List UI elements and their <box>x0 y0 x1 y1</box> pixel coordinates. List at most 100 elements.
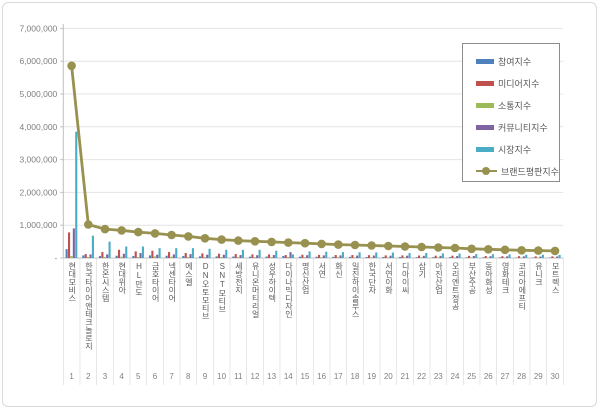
bar-4-rank-18 <box>356 255 359 258</box>
bar-4-rank-27 <box>506 256 509 258</box>
line-marker-rank-10 <box>217 235 226 244</box>
bar-4-rank-1 <box>72 228 75 258</box>
legend-line-marker-icon <box>482 167 490 175</box>
bar-1-rank-2 <box>82 255 85 258</box>
bar-4-rank-28 <box>522 256 525 258</box>
bar-4-rank-4 <box>122 253 125 258</box>
bar-5-rank-27 <box>508 254 511 258</box>
bar-3-rank-18 <box>353 257 356 258</box>
bar-3-rank-20 <box>387 257 390 258</box>
bar-4-rank-20 <box>389 255 392 258</box>
legend-bar-swatch-icon <box>476 124 494 130</box>
bar-1-rank-17 <box>332 256 335 258</box>
line-marker-rank-29 <box>534 246 543 255</box>
legend-item: 브랜드평판지수 <box>476 160 559 182</box>
bar-3-rank-25 <box>470 257 473 259</box>
bar-3-rank-16 <box>320 257 323 258</box>
bar-3-rank-21 <box>403 257 406 258</box>
bar-4-rank-21 <box>406 255 409 258</box>
bar-2-rank-18 <box>351 255 354 258</box>
bar-5-rank-26 <box>491 254 494 258</box>
bar-5-rank-18 <box>358 252 361 258</box>
bar-2-rank-21 <box>401 255 404 258</box>
bar-2-rank-6 <box>151 250 154 258</box>
bar-5-rank-20 <box>391 252 394 258</box>
bar-3-rank-28 <box>520 257 523 259</box>
bar-4-rank-3 <box>106 254 109 258</box>
bar-1-rank-28 <box>515 257 518 259</box>
bar-3-rank-17 <box>337 257 340 258</box>
line-marker-rank-14 <box>284 238 293 247</box>
line-marker-rank-16 <box>317 239 326 249</box>
bar-5-rank-15 <box>308 251 311 258</box>
bar-2-rank-7 <box>168 252 171 258</box>
bar-1-rank-1 <box>65 249 68 258</box>
line-marker-rank-7 <box>167 230 176 240</box>
legend-item: 시장지수 <box>476 138 557 160</box>
bar-1-rank-10 <box>215 256 218 258</box>
bar-1-rank-9 <box>198 256 202 258</box>
line-marker-rank-2 <box>84 220 93 229</box>
bar-2-rank-23 <box>434 255 437 258</box>
bar-4-rank-10 <box>222 254 225 258</box>
bar-3-rank-13 <box>270 257 273 258</box>
bar-5-rank-14 <box>291 254 294 258</box>
line-marker-rank-1 <box>67 61 76 71</box>
bar-5-rank-9 <box>208 248 211 258</box>
legend-bar-swatch-icon <box>476 102 494 108</box>
bar-2-rank-17 <box>334 255 337 258</box>
bar-2-rank-2 <box>84 254 87 258</box>
bar-1-rank-25 <box>465 257 468 258</box>
bar-3-rank-22 <box>420 257 423 258</box>
legend-item: 커뮤니티지수 <box>476 116 557 138</box>
bar-5-rank-25 <box>475 254 478 258</box>
bar-4-rank-16 <box>322 255 325 258</box>
bar-4-rank-23 <box>439 255 442 258</box>
legend: 참여지수 미디어지수 소통지수 커뮤니티지수 시장지수 브랜드평판지수 <box>462 43 560 182</box>
bar-3-rank-3 <box>103 257 106 258</box>
bar-1-rank-26 <box>482 257 485 258</box>
bar-3-rank-19 <box>370 257 373 258</box>
line-marker-rank-24 <box>450 243 460 253</box>
bar-2-rank-26 <box>484 256 487 258</box>
bar-1-rank-5 <box>132 256 135 258</box>
bar-3-rank-24 <box>453 257 456 259</box>
line-marker-rank-28 <box>517 246 526 255</box>
bar-2-rank-12 <box>251 254 254 258</box>
bar-4-rank-25 <box>472 256 475 258</box>
bar-1-rank-3 <box>98 256 102 258</box>
bar-2-rank-28 <box>518 256 521 258</box>
line-marker-rank-20 <box>384 241 393 251</box>
bar-5-rank-21 <box>408 253 411 258</box>
legend-label: 시장지수 <box>498 144 532 155</box>
bar-5-rank-17 <box>341 252 344 258</box>
bar-3-rank-11 <box>237 257 240 258</box>
y-axis-tick-label: 1,000,000 <box>19 220 57 230</box>
bar-1-rank-6 <box>148 255 152 258</box>
legend-item: 소통지수 <box>476 94 557 116</box>
line-marker-rank-27 <box>500 245 510 255</box>
bar-4-rank-26 <box>489 256 492 258</box>
bar-4-rank-17 <box>339 255 342 258</box>
line-marker-rank-23 <box>434 243 443 252</box>
y-axis-tick-label: 5,000,000 <box>19 89 57 99</box>
bar-2-rank-19 <box>368 255 371 258</box>
legend-bar-swatch-icon <box>476 146 494 152</box>
line-marker-rank-15 <box>300 238 310 248</box>
bar-2-rank-30 <box>551 256 554 258</box>
bar-3-rank-7 <box>170 256 173 258</box>
bar-3-rank-5 <box>137 257 140 258</box>
bar-1-rank-30 <box>548 257 552 259</box>
bar-3-rank-4 <box>120 256 123 258</box>
bar-1-rank-4 <box>115 255 118 258</box>
bar-3-rank-8 <box>187 257 190 258</box>
bar-5-rank-1 <box>75 131 78 258</box>
legend-bar-swatch-icon <box>476 80 494 86</box>
bar-2-rank-9 <box>201 253 204 258</box>
line-marker-rank-4 <box>117 226 126 235</box>
line-marker-rank-21 <box>400 242 410 251</box>
bar-1-rank-29 <box>532 257 535 259</box>
bar-4-rank-8 <box>189 254 192 258</box>
bar-2-rank-11 <box>234 254 237 258</box>
bar-4-rank-6 <box>156 254 159 258</box>
